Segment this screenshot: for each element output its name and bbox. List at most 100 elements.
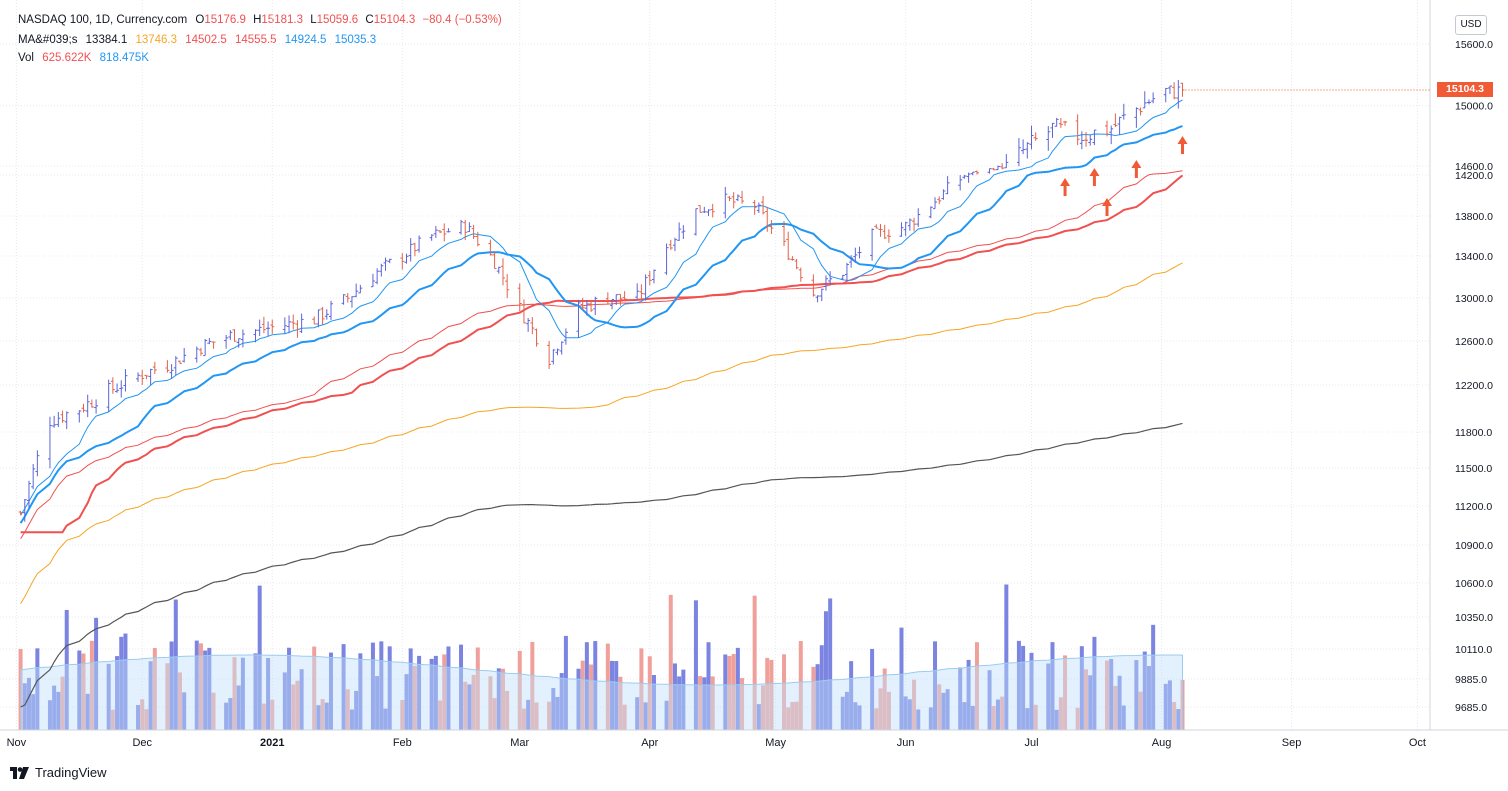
x-tick-label: Nov xyxy=(7,737,27,749)
y-tick-label: 14600.0 xyxy=(1455,161,1493,173)
y-tick-label: 13800.0 xyxy=(1455,211,1493,223)
volume-bar xyxy=(85,693,90,730)
up-arrow-icon xyxy=(1177,136,1188,154)
volume-bar xyxy=(857,705,862,730)
volume-bar xyxy=(240,657,245,730)
volume-bar xyxy=(769,659,774,730)
volume-bar xyxy=(928,707,933,730)
volume-bar xyxy=(349,709,354,730)
volume-bar xyxy=(672,663,677,730)
volume-bar xyxy=(740,678,745,730)
volume-bar xyxy=(622,704,627,730)
volume-bar xyxy=(316,705,321,730)
volume-bar xyxy=(224,702,229,730)
up-arrow-icon xyxy=(1089,168,1100,186)
volume-bar xyxy=(840,696,845,730)
volume-bar xyxy=(312,646,317,730)
open-value: 15176.9 xyxy=(204,14,246,26)
y-tick-label: 14200.0 xyxy=(1455,170,1493,182)
up-arrow-icon xyxy=(1102,198,1113,216)
ma-200-line xyxy=(20,422,1183,708)
volume-bar xyxy=(358,653,363,730)
volume-bar xyxy=(328,652,333,730)
ohlc-bars xyxy=(18,79,1185,522)
volume-bar xyxy=(517,650,522,730)
volume-bar xyxy=(383,708,388,730)
volume-bar xyxy=(677,676,682,730)
ma-step-line xyxy=(20,174,1184,534)
volume-bar xyxy=(115,656,120,730)
volume-bar xyxy=(77,650,82,730)
volume-bar xyxy=(56,691,61,730)
volume-bar xyxy=(261,703,266,730)
volume-bar xyxy=(563,635,568,730)
volume-bar xyxy=(1088,675,1093,730)
volume-bar xyxy=(282,672,287,730)
volume-bar xyxy=(320,699,325,730)
currency-badge[interactable]: USD xyxy=(1455,15,1487,35)
volume-bar xyxy=(412,665,417,730)
volume-bar xyxy=(442,654,447,730)
volume-bar xyxy=(815,664,820,730)
volume-bar xyxy=(651,675,656,730)
y-tick-label: 10110.0 xyxy=(1455,644,1492,656)
volume-bar xyxy=(500,668,505,730)
volume-bar xyxy=(605,643,610,730)
symbol-label: NASDAQ 100, 1D, Currency.com xyxy=(18,14,188,26)
x-tick-label: Feb xyxy=(393,737,412,749)
volume-bar xyxy=(966,659,971,730)
volume-bar xyxy=(903,696,908,730)
ma-value-1: 13384.1 xyxy=(85,34,128,46)
volume-bar xyxy=(232,657,237,730)
volume-bar xyxy=(287,647,292,730)
volume-bar xyxy=(144,709,149,730)
volume-bar xyxy=(266,658,271,730)
x-tick-label: Aug xyxy=(1152,737,1172,749)
volume-bar xyxy=(1109,658,1114,730)
volume-bar xyxy=(559,673,564,730)
ma-value-2: 13746.3 xyxy=(135,34,178,46)
volume-bar xyxy=(614,661,619,730)
volume-bar xyxy=(731,654,736,730)
volume-bar xyxy=(182,692,187,730)
volume-bar xyxy=(492,698,497,730)
volume-bar xyxy=(471,674,476,730)
volume-bar xyxy=(408,648,413,730)
volume-bar xyxy=(463,681,468,730)
volume-bar xyxy=(823,611,828,730)
ma-value-4: 14555.5 xyxy=(235,34,277,46)
volume-bar xyxy=(152,647,157,730)
x-tick-label: Mar xyxy=(510,737,529,749)
volume-bar xyxy=(1046,663,1051,730)
x-tick-label: Apr xyxy=(641,737,658,749)
volume-bar xyxy=(94,617,99,730)
x-tick-label: Dec xyxy=(132,737,152,749)
change-value: −80.4 (−0.53%) xyxy=(422,14,502,26)
volume-bar xyxy=(228,698,233,730)
ma-10-line xyxy=(20,99,1183,516)
volume-bar xyxy=(236,685,241,730)
y-tick-label: 11800.0 xyxy=(1455,427,1492,439)
volume-bar xyxy=(1163,683,1168,730)
volume-bar xyxy=(1146,666,1151,730)
high-label: H xyxy=(253,14,262,26)
moving-averages xyxy=(19,99,1184,708)
volume-bar xyxy=(639,648,644,730)
volume-bar xyxy=(618,676,623,730)
volume-bar xyxy=(173,599,178,730)
volume-bar xyxy=(1084,669,1089,730)
volume-bar xyxy=(387,646,392,730)
volume-bar xyxy=(828,598,833,730)
volume-bars xyxy=(18,584,1185,731)
volume-bar xyxy=(400,699,405,730)
vol-value-1: 625.622K xyxy=(42,52,92,64)
tradingview-logo[interactable]: TradingView xyxy=(10,765,107,780)
ma-value-3: 14502.5 xyxy=(185,34,227,46)
y-tick-label: 9685.0 xyxy=(1455,702,1487,714)
volume-bar xyxy=(698,676,703,730)
low-label: L xyxy=(310,14,317,26)
volume-bar xyxy=(257,585,262,730)
volume-bar xyxy=(203,650,208,730)
